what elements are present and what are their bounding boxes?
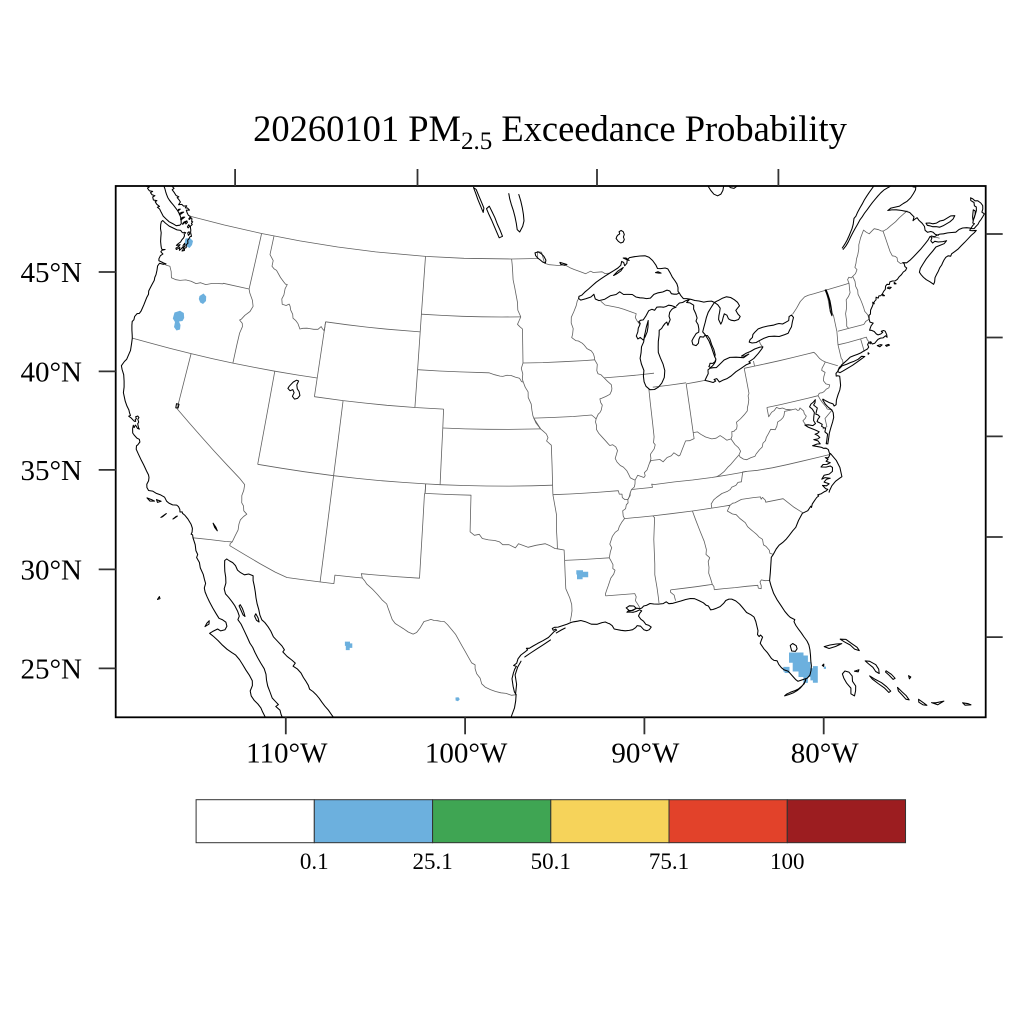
svg-text:110°W: 110°W <box>246 738 328 770</box>
svg-text:90°W: 90°W <box>611 738 680 770</box>
svg-text:50.1: 50.1 <box>531 849 571 874</box>
svg-text:30°N: 30°N <box>20 554 82 586</box>
svg-text:25°N: 25°N <box>20 653 82 685</box>
svg-text:25.1: 25.1 <box>412 849 452 874</box>
svg-text:100°W: 100°W <box>425 738 508 770</box>
svg-text:100: 100 <box>770 849 805 874</box>
svg-text:40°N: 40°N <box>20 356 82 388</box>
svg-text:45°N: 45°N <box>20 257 82 289</box>
svg-text:35°N: 35°N <box>20 455 82 487</box>
svg-text:20260101 PM2.5 Exceedance Prob: 20260101 PM2.5 Exceedance Probability <box>253 108 848 155</box>
svg-text:0.1: 0.1 <box>300 849 329 874</box>
svg-text:75.1: 75.1 <box>649 849 689 874</box>
svg-text:80°W: 80°W <box>791 738 860 770</box>
